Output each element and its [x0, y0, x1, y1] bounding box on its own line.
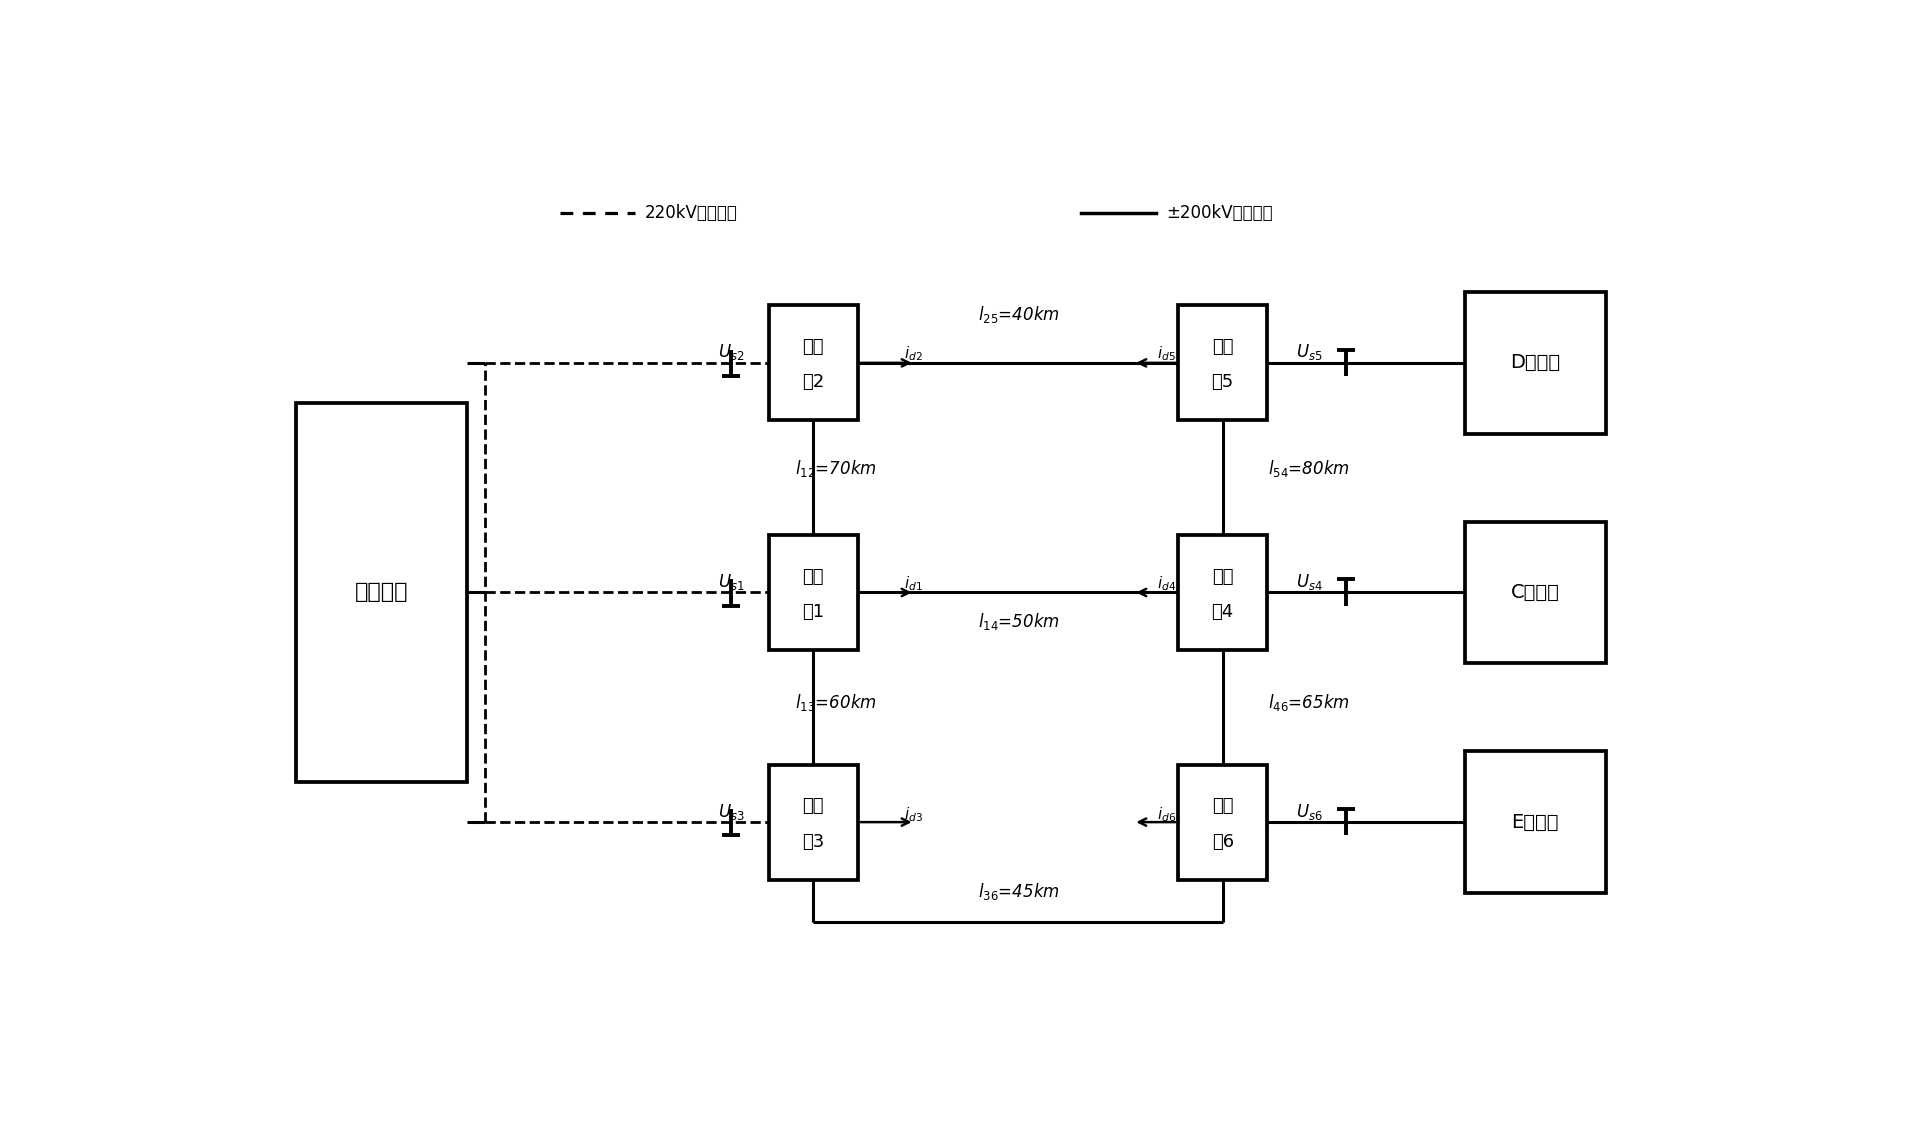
Text: 站5: 站5 — [1212, 373, 1233, 391]
Text: $i_{d6}$: $i_{d6}$ — [1156, 805, 1176, 825]
Text: 站6: 站6 — [1212, 833, 1233, 851]
Text: $U_{s3}$: $U_{s3}$ — [718, 802, 745, 821]
Text: $l_{25}$=40km: $l_{25}$=40km — [978, 304, 1060, 325]
Text: D岛电网: D岛电网 — [1510, 353, 1560, 373]
Text: $l_{13}$=60km: $l_{13}$=60km — [795, 693, 876, 713]
Text: 换流: 换流 — [1212, 797, 1233, 816]
Bar — [1464, 292, 1606, 434]
Bar — [768, 305, 859, 420]
Text: 换流: 换流 — [803, 568, 824, 586]
Bar — [1464, 522, 1606, 663]
Text: $i_{d1}$: $i_{d1}$ — [903, 575, 922, 593]
Text: $i_{d5}$: $i_{d5}$ — [1156, 344, 1176, 364]
Text: $i_{d3}$: $i_{d3}$ — [903, 805, 922, 825]
Text: 站2: 站2 — [803, 373, 824, 391]
Bar — [768, 765, 859, 880]
Bar — [1464, 751, 1606, 892]
Text: E岛电网: E岛电网 — [1512, 812, 1560, 832]
Text: 换流: 换流 — [803, 797, 824, 816]
Text: $i_{d4}$: $i_{d4}$ — [1156, 575, 1176, 593]
Text: C岛电网: C岛电网 — [1512, 583, 1560, 602]
Text: $i_{d2}$: $i_{d2}$ — [903, 344, 922, 364]
Text: $l_{14}$=50km: $l_{14}$=50km — [978, 611, 1060, 632]
Bar — [1178, 305, 1268, 420]
Text: ±200kV直流海缆: ±200kV直流海缆 — [1166, 204, 1274, 221]
Text: $l_{46}$=65km: $l_{46}$=65km — [1268, 693, 1350, 713]
Bar — [1178, 765, 1268, 880]
Bar — [768, 535, 859, 650]
Text: 主岛电网: 主岛电网 — [355, 583, 409, 602]
Bar — [1178, 535, 1268, 650]
Text: $l_{36}$=45km: $l_{36}$=45km — [978, 881, 1060, 902]
Text: 换流: 换流 — [1212, 568, 1233, 586]
Text: $U_{s2}$: $U_{s2}$ — [718, 342, 745, 362]
Text: 站3: 站3 — [803, 833, 824, 851]
Bar — [296, 403, 467, 782]
Text: 换流: 换流 — [1212, 338, 1233, 356]
Text: $l_{54}$=80km: $l_{54}$=80km — [1268, 459, 1350, 479]
Text: $l_{12}$=70km: $l_{12}$=70km — [795, 459, 876, 479]
Text: 站4: 站4 — [1212, 603, 1233, 621]
Text: $U_{s5}$: $U_{s5}$ — [1297, 342, 1322, 362]
Text: $U_{s6}$: $U_{s6}$ — [1295, 802, 1322, 821]
Text: $U_{s1}$: $U_{s1}$ — [718, 572, 745, 592]
Text: 站1: 站1 — [803, 603, 824, 621]
Text: 220kV交流线路: 220kV交流线路 — [645, 204, 738, 221]
Text: 换流: 换流 — [803, 338, 824, 356]
Text: $U_{s4}$: $U_{s4}$ — [1295, 572, 1322, 592]
